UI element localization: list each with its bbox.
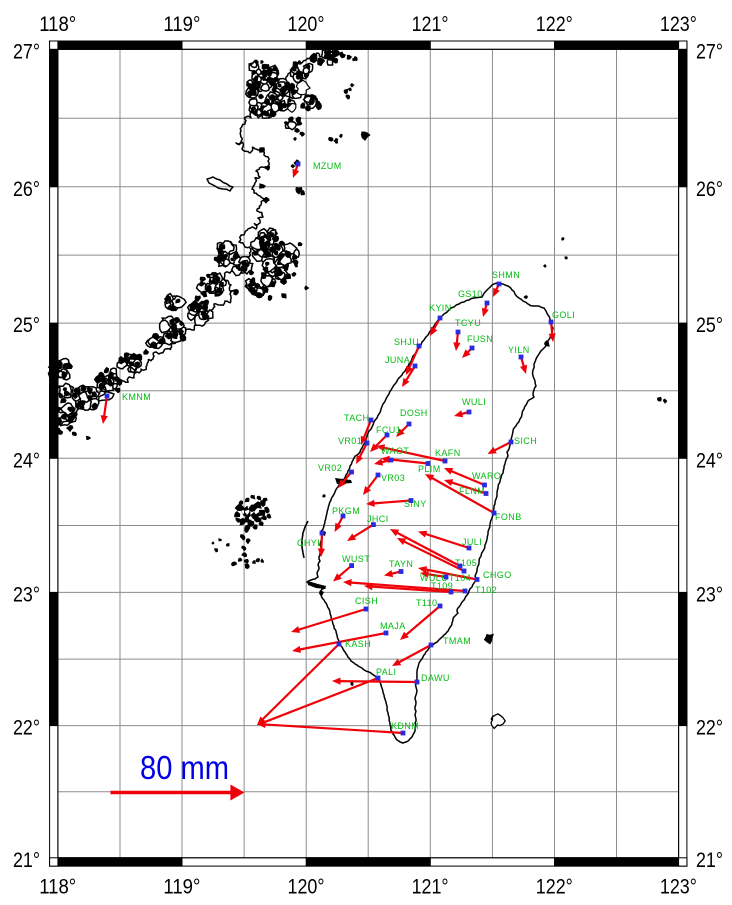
svg-text:MZUM: MZUM: [313, 161, 342, 171]
svg-text:GOLI: GOLI: [552, 310, 575, 320]
svg-text:SHJU: SHJU: [394, 337, 419, 347]
svg-text:FCU1: FCU1: [376, 425, 401, 435]
svg-text:WARO: WARO: [472, 471, 501, 481]
svg-text:123°: 123°: [660, 875, 697, 899]
svg-text:TCYU: TCYU: [455, 318, 481, 328]
svg-text:KMNM: KMNM: [122, 392, 151, 402]
svg-text:T102: T102: [475, 585, 497, 595]
svg-text:119°: 119°: [163, 875, 200, 899]
svg-text:80 mm: 80 mm: [140, 749, 229, 786]
svg-text:26°: 26°: [696, 177, 723, 201]
svg-text:25°: 25°: [696, 313, 723, 337]
svg-text:T104: T104: [449, 573, 471, 583]
svg-text:122°: 122°: [536, 12, 573, 36]
svg-text:JHCI: JHCI: [367, 514, 389, 524]
svg-text:25°: 25°: [13, 313, 40, 337]
svg-text:120°: 120°: [288, 875, 325, 899]
svg-text:TAYN: TAYN: [389, 559, 413, 569]
svg-text:121°: 121°: [412, 875, 449, 899]
svg-text:WULU: WULU: [420, 573, 448, 583]
svg-text:FLNM: FLNM: [459, 486, 485, 496]
svg-text:FUSN: FUSN: [467, 334, 493, 344]
svg-text:121°: 121°: [412, 12, 449, 36]
svg-text:SHMN: SHMN: [492, 270, 520, 280]
svg-text:DOSH: DOSH: [400, 408, 428, 418]
svg-text:KASH: KASH: [345, 639, 371, 649]
svg-text:21°: 21°: [13, 848, 40, 872]
svg-text:VR03: VR03: [381, 473, 405, 483]
svg-text:T105: T105: [455, 558, 477, 568]
svg-text:118°: 118°: [39, 12, 76, 36]
svg-text:118°: 118°: [39, 875, 76, 899]
svg-text:123°: 123°: [660, 12, 697, 36]
svg-text:TMAM: TMAM: [443, 636, 471, 646]
svg-text:23°: 23°: [696, 582, 723, 606]
svg-text:JULI: JULI: [462, 537, 482, 547]
svg-text:27°: 27°: [13, 39, 40, 63]
svg-text:CHGO: CHGO: [483, 570, 512, 580]
svg-text:CISH: CISH: [355, 596, 378, 606]
svg-text:24°: 24°: [13, 448, 40, 472]
svg-text:27°: 27°: [696, 39, 723, 63]
svg-text:122°: 122°: [536, 875, 573, 899]
svg-text:FONB: FONB: [495, 512, 522, 522]
svg-text:22°: 22°: [696, 716, 723, 740]
svg-text:120°: 120°: [288, 12, 325, 36]
svg-text:MAJA: MAJA: [380, 621, 406, 631]
svg-text:PKGM: PKGM: [332, 506, 360, 516]
svg-text:WUST: WUST: [342, 554, 370, 564]
svg-text:26°: 26°: [13, 177, 40, 201]
svg-text:T109: T109: [431, 581, 453, 591]
svg-text:SINY: SINY: [404, 499, 427, 509]
svg-text:GS10: GS10: [458, 289, 483, 299]
svg-text:PALI: PALI: [376, 667, 396, 677]
svg-text:KAFN: KAFN: [435, 448, 461, 458]
svg-text:JUNA: JUNA: [385, 355, 410, 365]
svg-text:KYIN: KYIN: [429, 303, 452, 313]
svg-text:119°: 119°: [163, 12, 200, 36]
svg-text:22°: 22°: [13, 716, 40, 740]
svg-text:24°: 24°: [696, 448, 723, 472]
svg-text:SICH: SICH: [514, 436, 537, 446]
svg-text:YILN: YILN: [508, 345, 530, 355]
svg-text:21°: 21°: [696, 848, 723, 872]
svg-text:DAWU: DAWU: [421, 673, 450, 683]
svg-text:CHYI: CHYI: [297, 538, 320, 548]
svg-text:VR02: VR02: [318, 463, 342, 473]
svg-text:TACH: TACH: [344, 413, 369, 423]
svg-text:KDNM: KDNM: [391, 721, 419, 731]
svg-text:VR01: VR01: [338, 436, 362, 446]
svg-text:T110: T110: [416, 598, 437, 608]
svg-text:23°: 23°: [13, 582, 40, 606]
svg-text:PLIM: PLIM: [418, 464, 441, 474]
svg-text:WAOT: WAOT: [381, 446, 409, 456]
svg-text:WULI: WULI: [462, 397, 486, 407]
